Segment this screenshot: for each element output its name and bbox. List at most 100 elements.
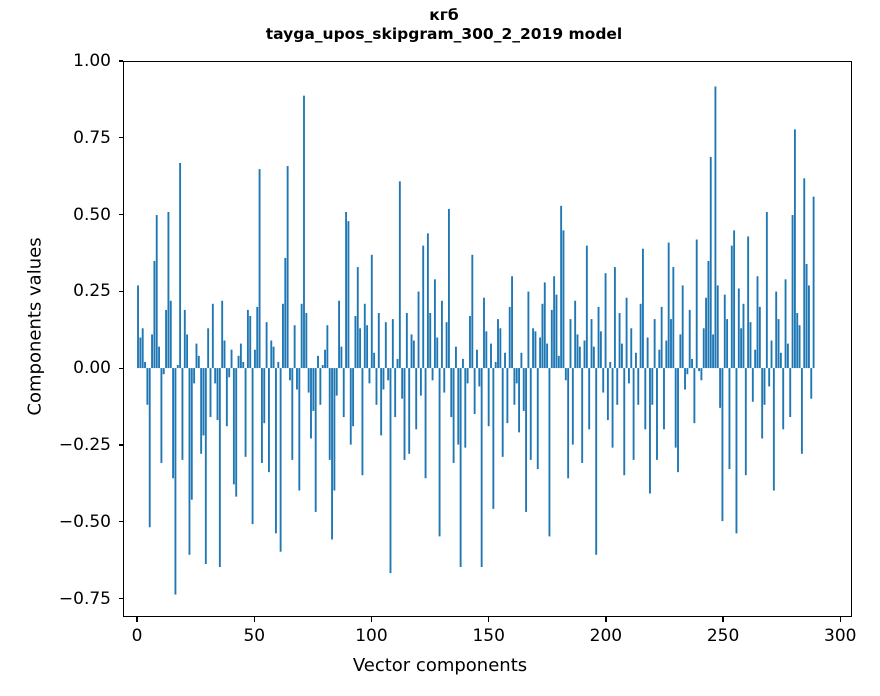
bar [649, 368, 651, 494]
bar [543, 282, 546, 369]
bar [354, 316, 357, 369]
bar [363, 303, 366, 369]
bar [195, 343, 198, 369]
bar [410, 334, 413, 369]
bar [812, 196, 815, 369]
bar [522, 368, 525, 411]
y-tick-mark [118, 60, 123, 62]
bar [691, 358, 693, 369]
bar [345, 211, 348, 369]
bar [282, 303, 284, 369]
bar [730, 245, 733, 369]
bar [686, 368, 689, 375]
bar [644, 368, 647, 430]
bar [772, 368, 775, 491]
bar [550, 309, 553, 369]
bar [513, 368, 516, 405]
bar [609, 361, 612, 369]
bar [576, 334, 579, 369]
bar [590, 319, 593, 369]
bar [712, 334, 715, 369]
bar [375, 368, 378, 405]
bar [693, 368, 696, 424]
bar [186, 334, 189, 369]
bar [681, 285, 684, 369]
bar [389, 368, 392, 574]
bar [398, 181, 401, 369]
bar [237, 355, 240, 369]
bar [277, 361, 280, 369]
bar [541, 303, 544, 369]
bar [592, 346, 595, 369]
bar [387, 368, 390, 381]
bar [663, 368, 665, 430]
bar [450, 368, 453, 418]
bar [768, 368, 771, 387]
bar [342, 368, 345, 418]
bar [599, 331, 602, 369]
bar [338, 300, 341, 369]
bar [539, 337, 542, 369]
bar [356, 267, 359, 369]
bar [499, 328, 502, 369]
bar [620, 343, 623, 369]
bar [165, 309, 168, 369]
bar [613, 267, 616, 369]
bar [583, 340, 586, 369]
bar [466, 368, 469, 384]
bar [279, 368, 282, 552]
bar [204, 368, 207, 564]
bar [296, 368, 298, 390]
bar [707, 260, 710, 369]
bar [597, 306, 600, 369]
bar [548, 368, 551, 537]
bar [426, 233, 429, 369]
bar [359, 328, 362, 369]
bar [793, 129, 796, 369]
bar [623, 368, 626, 476]
bar [419, 368, 422, 396]
bar [534, 331, 537, 369]
bar [744, 368, 747, 476]
x-tick-label: 100 [355, 626, 388, 646]
bar [709, 156, 712, 369]
bar [155, 215, 158, 369]
bar [501, 368, 504, 457]
bar [553, 276, 556, 369]
bar [810, 368, 813, 399]
x-tick-label: 50 [243, 626, 266, 646]
bar [487, 368, 490, 427]
bar [485, 331, 488, 369]
bar [546, 343, 549, 369]
bar [326, 325, 329, 369]
bar [756, 276, 759, 369]
bar [452, 368, 455, 463]
bar [742, 303, 745, 369]
bar [758, 306, 761, 369]
bar [317, 355, 319, 369]
bar [310, 368, 312, 439]
y-tick-label: 0.50 [73, 204, 111, 225]
bar [688, 309, 691, 369]
bar [807, 285, 810, 369]
bar [632, 368, 635, 460]
bar [588, 368, 591, 430]
bar [471, 254, 474, 369]
bar [665, 340, 668, 369]
x-tick-mark [839, 617, 841, 622]
bar [225, 368, 228, 427]
bar [331, 368, 333, 540]
bar [405, 312, 408, 369]
bar [611, 368, 614, 448]
bar [232, 368, 235, 485]
bar [700, 368, 703, 381]
bar [529, 368, 532, 460]
bar [490, 343, 492, 369]
bar [265, 322, 268, 369]
bar [417, 291, 420, 369]
bar [403, 368, 406, 460]
bar [560, 205, 563, 369]
bar [181, 368, 184, 460]
bar [246, 309, 249, 369]
bar [202, 368, 205, 436]
